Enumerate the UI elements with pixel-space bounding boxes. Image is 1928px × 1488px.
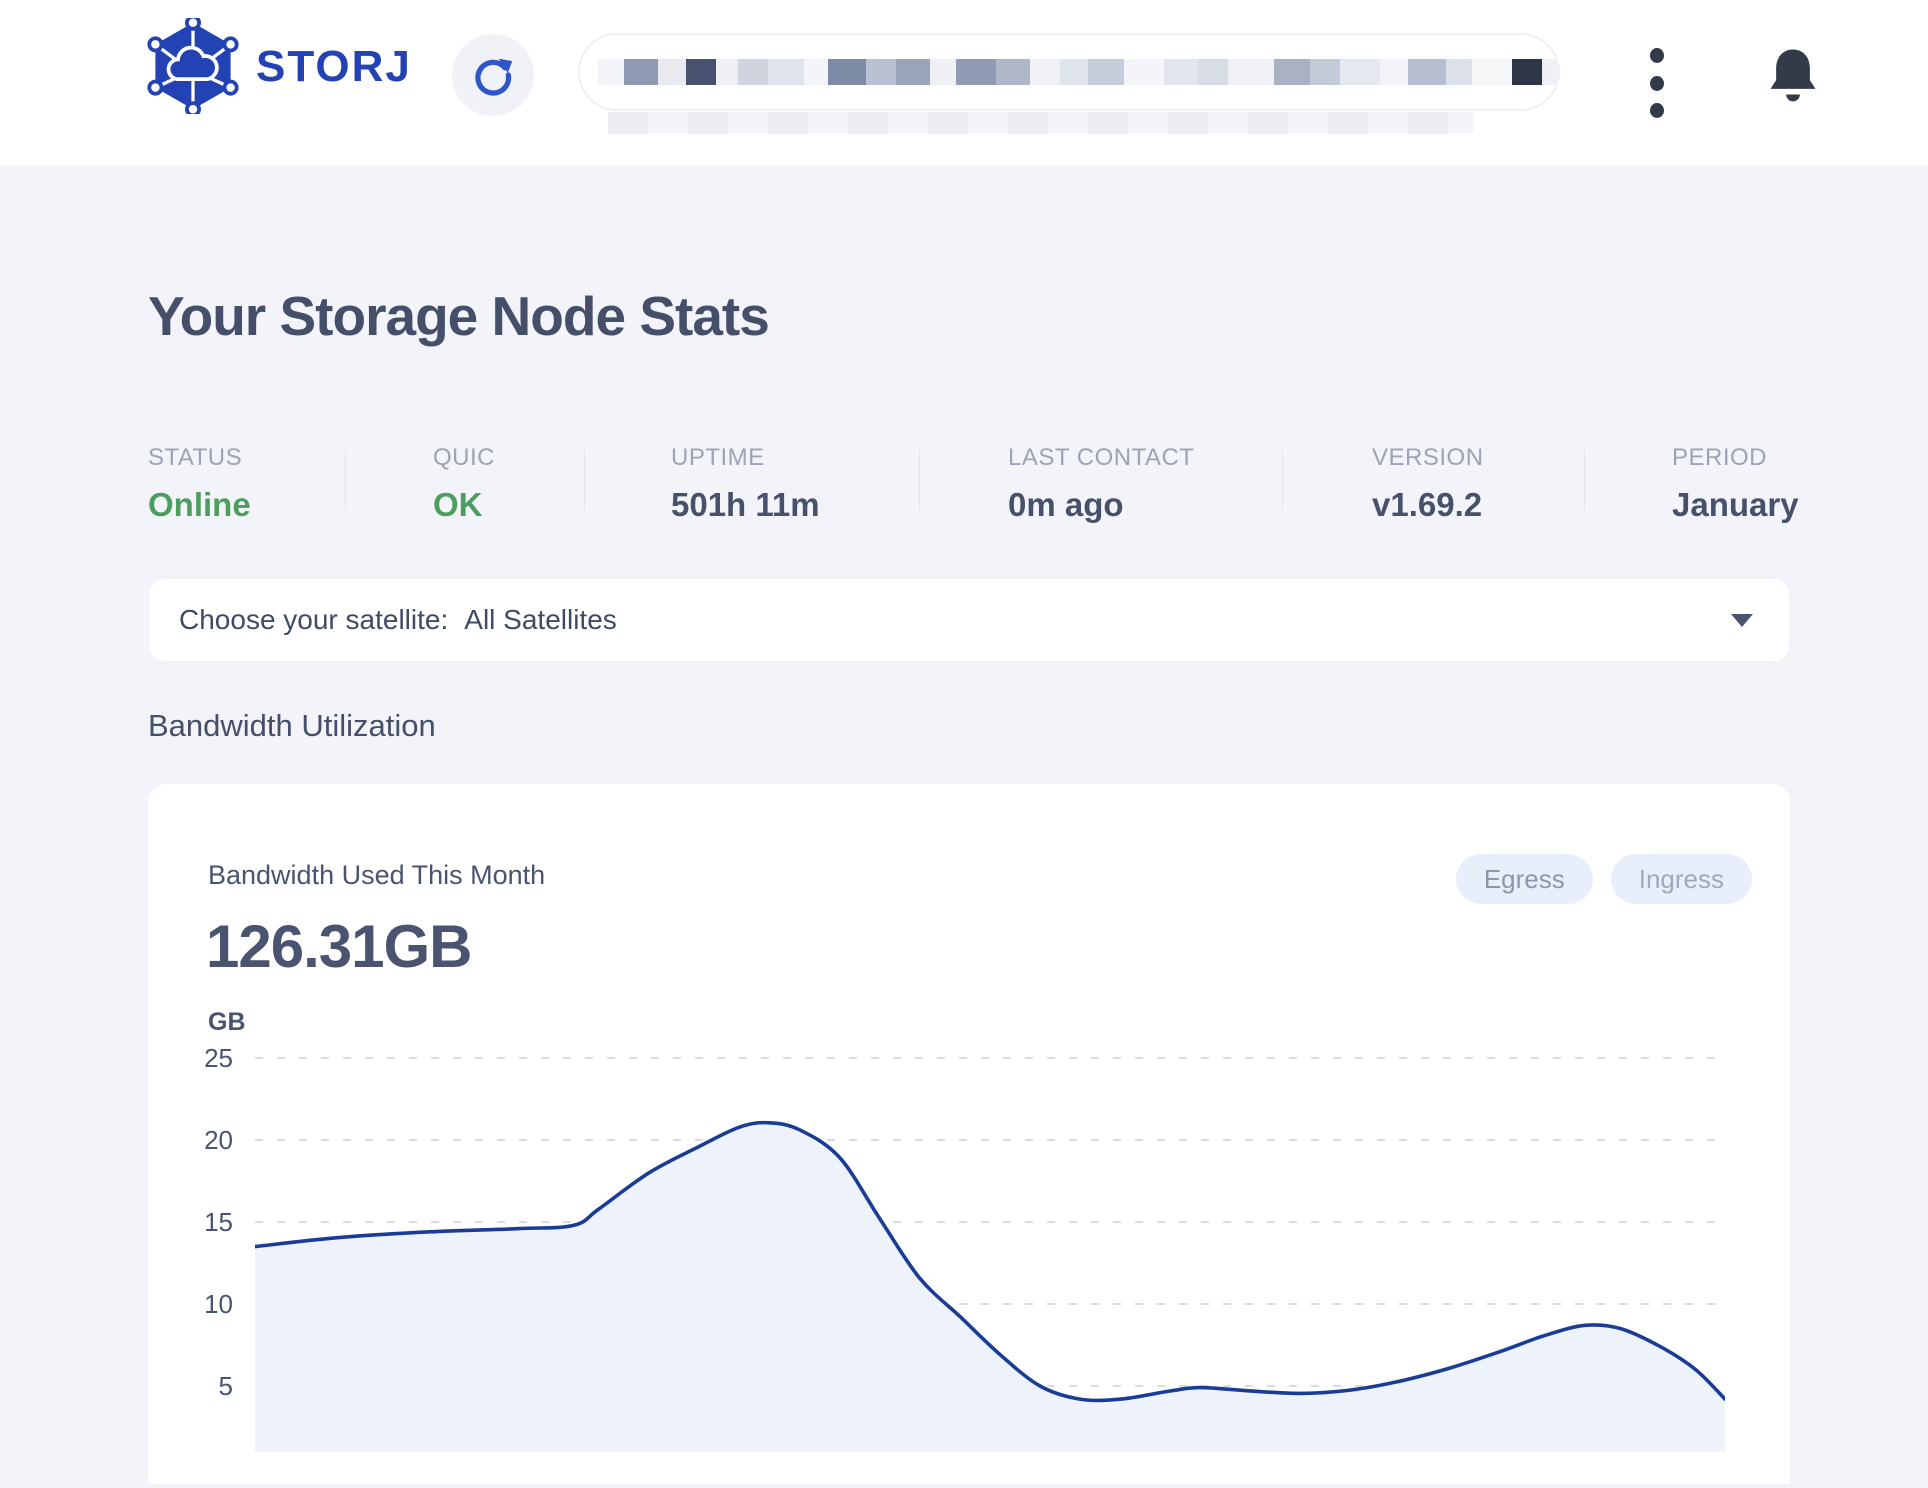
- redacted-node-id-field: [578, 33, 1560, 111]
- bandwidth-card-title: Bandwidth Used This Month: [208, 860, 546, 890]
- y-tick-label: 20: [204, 1125, 233, 1155]
- stat-value: 501h 11m: [671, 486, 820, 523]
- y-tick-label: 25: [204, 1043, 233, 1073]
- stat-label: VERSION: [1372, 444, 1484, 471]
- notifications-button[interactable]: [1763, 44, 1823, 110]
- stat-last-contact: LAST CONTACT 0m ago: [1008, 444, 1282, 524]
- brand-wordmark: STORJ: [256, 42, 412, 91]
- kebab-menu-icon: [1650, 75, 1664, 91]
- stat-label: QUIC: [433, 444, 495, 471]
- node-stats-row: STATUS Online QUIC OK UPTIME 501h 11m LA…: [148, 444, 1799, 524]
- satellite-dropdown-label: Choose your satellite:: [179, 604, 449, 635]
- y-axis-tick-labels: 25 20 15 10 5: [148, 784, 233, 1484]
- divider: [584, 450, 585, 510]
- top-navbar: STORJ: [0, 0, 1928, 166]
- stat-value: v1.69.2: [1372, 486, 1483, 523]
- egress-toggle-button[interactable]: Egress: [1455, 854, 1593, 904]
- stat-value: January: [1672, 486, 1799, 523]
- stat-label: LAST CONTACT: [1008, 444, 1195, 471]
- ingress-toggle-button[interactable]: Ingress: [1610, 854, 1752, 904]
- chart-legend: Egress Ingress: [1455, 854, 1752, 904]
- bandwidth-total: 126.31GB: [206, 913, 473, 980]
- y-tick-label: 5: [218, 1371, 233, 1401]
- y-tick-label: 10: [204, 1289, 233, 1319]
- y-tick-label: 15: [204, 1207, 233, 1237]
- caret-down-icon: [1731, 613, 1753, 627]
- refresh-icon: [475, 58, 513, 96]
- stat-version: VERSION v1.69.2: [1372, 444, 1584, 524]
- stat-label: STATUS: [148, 444, 243, 471]
- stat-quic: QUIC OK: [433, 444, 584, 524]
- redacted-node-id: [598, 59, 1558, 85]
- main-content: Your Storage Node Stats STATUS Online QU…: [148, 166, 1799, 1484]
- bandwidth-area-chart: [255, 1057, 1725, 1452]
- stat-value: 0m ago: [1008, 486, 1124, 523]
- stat-uptime: UPTIME 501h 11m: [671, 444, 919, 524]
- kebab-menu-icon: [1650, 103, 1664, 118]
- divider: [919, 450, 920, 510]
- page-title: Your Storage Node Stats: [148, 285, 770, 347]
- storj-logo-icon: [147, 18, 239, 114]
- stat-label: UPTIME: [671, 444, 765, 471]
- stat-label: PERIOD: [1672, 444, 1768, 471]
- stat-period: PERIOD January: [1672, 444, 1799, 524]
- stat-value: OK: [433, 486, 483, 523]
- bell-icon: [1770, 49, 1816, 102]
- options-menu-button[interactable]: [1645, 48, 1669, 118]
- divider: [1584, 450, 1585, 510]
- stat-value: Online: [148, 486, 251, 523]
- kebab-menu-icon: [1650, 48, 1664, 63]
- refresh-button[interactable]: [452, 34, 534, 116]
- bandwidth-section-heading: Bandwidth Utilization: [148, 708, 436, 743]
- stat-status: STATUS Online: [148, 444, 345, 524]
- divider: [1282, 450, 1283, 510]
- y-axis-unit-label: GB: [208, 1008, 246, 1036]
- divider: [345, 450, 346, 510]
- satellite-dropdown[interactable]: Choose your satellite: All Satellites: [148, 578, 1790, 662]
- bandwidth-card: Bandwidth Used This Month 126.31GB Egres…: [148, 784, 1790, 1484]
- redacted-node-address: [608, 112, 1474, 134]
- satellite-dropdown-value: All Satellites: [464, 604, 617, 635]
